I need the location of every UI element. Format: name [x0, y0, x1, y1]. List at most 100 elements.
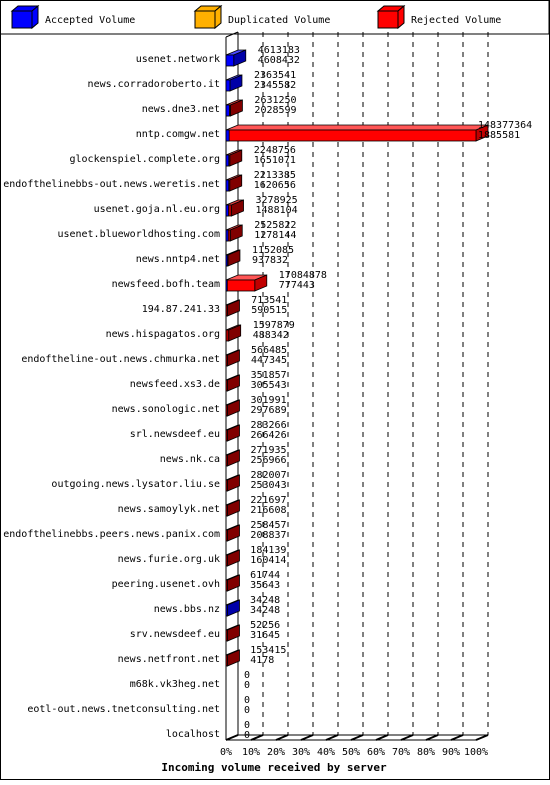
value-label-accepted: 488342: [253, 330, 289, 341]
bar-rejected: [225, 224, 243, 242]
bar-rejected-front: [225, 354, 228, 367]
bar-rejected-front: [225, 379, 228, 392]
value-label-total: 221697: [250, 495, 286, 506]
x-tick-label: 0%: [220, 747, 232, 758]
x-tick: [325, 734, 339, 741]
bar-rejected-top: [225, 124, 489, 131]
value-label-accepted: 1278144: [254, 230, 296, 241]
x-tick-label: 70%: [392, 747, 410, 758]
category-label: srl.newsdeef.eu: [130, 429, 220, 440]
category-label: endoftheline-out.news.chmurka.net: [21, 354, 220, 365]
value-label-accepted: 216608: [250, 505, 286, 516]
value-label-accepted: 937832: [252, 255, 288, 266]
x-tick-labels: 0% 10% 20% 30% 40% 50% 60% 70% 80% 90% 100%: [220, 747, 488, 758]
value-label-accepted: 0: [244, 680, 250, 691]
category-label: news.nk.ca: [160, 454, 220, 465]
bar-rejected: [225, 649, 240, 667]
value-label-accepted: 34248: [250, 605, 280, 616]
value-label-accepted: 253043: [250, 480, 286, 491]
category-label: newsfeed.bofh.team: [112, 279, 220, 290]
x-tick: [300, 734, 314, 741]
bar-rejected-front: [225, 654, 228, 667]
value-label-total: 1597879: [253, 320, 295, 331]
bar-group: [225, 649, 240, 667]
category-labels: usenet.network news.corradoroberto.it news…: [3, 54, 220, 740]
x-tick: [275, 734, 289, 741]
bar-group: [225, 399, 240, 417]
legend-label: Accepted Volume: [45, 15, 135, 26]
category-label: localhost: [166, 729, 220, 740]
bar-accepted: [225, 279, 228, 292]
bar-group: [225, 374, 240, 392]
bar-rejected-front: [225, 404, 228, 417]
value-label-total: 34248: [250, 595, 280, 606]
bar-rejected: [225, 274, 268, 292]
value-label-total: 4613183: [258, 45, 300, 56]
value-label-total: 282007: [250, 470, 286, 481]
bar-rejected-front: [225, 529, 228, 542]
category-label: glockenspiel.complete.org: [69, 154, 220, 165]
value-label-total: 148377364: [478, 120, 532, 131]
value-label-accepted: 256966: [250, 455, 286, 466]
value-label-total: 0: [244, 720, 250, 731]
x-tick-label: 60%: [367, 747, 385, 758]
value-label-accepted: 1885581: [478, 130, 520, 141]
bar-rejected: [225, 524, 240, 542]
legend-swatch: [11, 10, 33, 29]
value-label-total: 713541: [251, 295, 287, 306]
value-label-accepted: 1651071: [254, 155, 296, 166]
value-label-total: 258457: [250, 520, 286, 531]
bar-accepted: [225, 204, 229, 217]
bar-accepted-front: [225, 79, 231, 92]
category-label: news.sonologic.net: [112, 404, 220, 415]
bar-group: [225, 149, 243, 167]
value-label-accepted: 305543: [251, 380, 287, 391]
bar-accepted-front: [225, 54, 235, 67]
bar-accepted-front: [225, 604, 228, 617]
value-label-total: 17084878: [279, 270, 327, 281]
bar-accepted: [225, 74, 243, 92]
bar-rejected-front: [225, 479, 228, 492]
bar-accepted: [225, 599, 240, 617]
legend-rejected: Rejected Volume: [376, 4, 501, 30]
category-label: srv.newsdeef.eu: [130, 629, 220, 640]
bar-group: [225, 274, 268, 292]
legend-label: Duplicated Volume: [228, 15, 330, 26]
legend-swatch: [377, 10, 399, 29]
value-label-accepted: 208837: [250, 530, 286, 541]
x-tick: [450, 734, 464, 741]
category-label: news.bbs.nz: [154, 604, 220, 615]
x-tick-label: 100%: [464, 747, 488, 758]
category-label: m68k.vk3heg.net: [130, 679, 220, 690]
x-tick-label: 80%: [417, 747, 435, 758]
bar-group: [225, 624, 240, 642]
bar-group: [225, 549, 240, 567]
y-axis-depth: [225, 31, 239, 38]
value-label-accepted: 0: [244, 730, 250, 741]
value-label-accepted: 2028599: [254, 105, 296, 116]
bar-rejected: [225, 424, 240, 442]
legend-duplicated: Duplicated Volume: [193, 4, 330, 30]
x-tick-label: 10%: [242, 747, 260, 758]
value-label-total: 61744: [250, 570, 280, 581]
bar-rejected-front: [225, 304, 228, 317]
x-tick: [400, 734, 414, 741]
value-label-accepted: 297689: [251, 405, 287, 416]
value-label-accepted: 1620656: [254, 180, 296, 191]
bar-rejected: [225, 299, 240, 317]
value-label-total: 3278925: [256, 195, 298, 206]
bar-accepted: [225, 129, 230, 142]
bar-group: [225, 349, 240, 367]
category-label: usenet.blueworldhosting.com: [57, 229, 220, 240]
category-label: endofthelinebbs-out.news.weretis.net: [3, 179, 220, 190]
x-tick-label: 30%: [292, 747, 310, 758]
category-label: news.dne3.net: [142, 104, 220, 115]
x-tick: [250, 734, 264, 741]
bar-group: [225, 224, 243, 242]
value-label-total: 566485: [251, 345, 287, 356]
value-label-total: 283266: [250, 420, 286, 431]
value-label-total: 301991: [251, 395, 287, 406]
value-label-total: 153415: [250, 645, 286, 656]
